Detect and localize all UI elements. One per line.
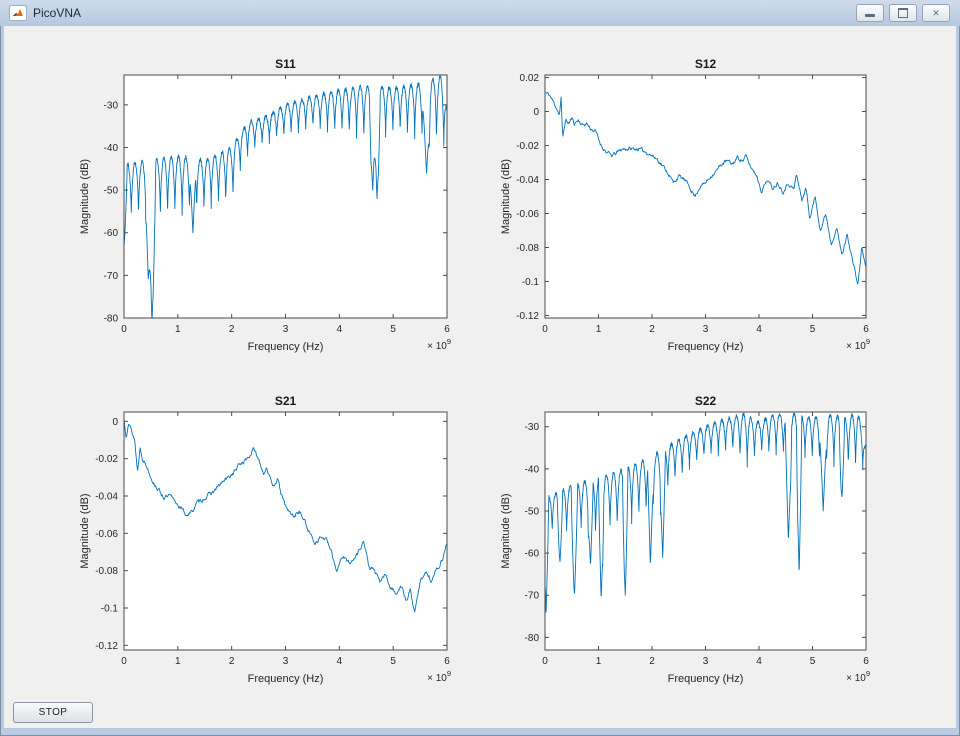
svg-text:5: 5 [390, 324, 396, 335]
subplot-s22: 0 1 2 3 4 5 6 -80 -70 -60 -50 -40 -30 S22 Frequency (H… [480, 388, 880, 712]
svg-text:-0.04: -0.04 [95, 492, 118, 503]
svg-text:-70: -70 [525, 591, 540, 602]
svg-text:-0.1: -0.1 [522, 277, 540, 288]
svg-text:Magnitude (dB): Magnitude (dB) [500, 493, 512, 568]
close-button[interactable]: ✕ [922, 4, 950, 22]
minimize-icon [865, 14, 875, 17]
svg-text:× 109: × 109 [427, 669, 451, 684]
svg-text:1: 1 [175, 324, 181, 335]
svg-text:-50: -50 [104, 186, 119, 197]
svg-text:× 109: × 109 [846, 669, 870, 684]
svg-text:-0.06: -0.06 [95, 529, 118, 540]
svg-text:6: 6 [863, 656, 869, 667]
close-icon: ✕ [932, 7, 940, 18]
titlebar: PicoVNA ✕ [0, 0, 960, 26]
svg-text:-0.12: -0.12 [516, 311, 539, 322]
svg-text:4: 4 [337, 656, 343, 667]
svg-text:-0.02: -0.02 [95, 454, 118, 465]
svg-text:Magnitude (dB): Magnitude (dB) [79, 159, 91, 234]
chart-s11: 0 1 2 3 4 5 6 -80 -70 -60 -50 -40 -30 S11 Frequency (H… [79, 57, 451, 353]
svg-text:5: 5 [810, 324, 816, 335]
subplot-s11: 0 1 2 3 4 5 6 -80 -70 -60 -50 -40 -30 S11 Frequency (H… [59, 51, 461, 380]
svg-text:5: 5 [810, 656, 816, 667]
svg-text:5: 5 [390, 656, 396, 667]
svg-text:-80: -80 [525, 633, 540, 644]
svg-text:-60: -60 [525, 549, 540, 560]
svg-text:Magnitude (dB): Magnitude (dB) [79, 493, 91, 568]
chart-s21: 0 1 2 3 4 5 6 0 -0.02 -0.04 -0.06 -0.08 -0.1 -0.12 S21… [79, 394, 451, 685]
svg-text:2: 2 [649, 324, 655, 335]
trace-s21 [124, 419, 447, 613]
svg-text:× 109: × 109 [427, 337, 451, 352]
svg-text:2: 2 [649, 656, 655, 667]
subplot-s21: 0 1 2 3 4 5 6 0 -0.02 -0.04 -0.06 -0.08 -0.1 -0.12 S21… [59, 388, 461, 712]
svg-text:-60: -60 [104, 228, 119, 239]
svg-text:Frequency (Hz): Frequency (Hz) [668, 673, 744, 685]
svg-text:Magnitude (dB): Magnitude (dB) [500, 159, 512, 234]
svg-text:-0.08: -0.08 [516, 243, 539, 254]
svg-text:S12: S12 [695, 57, 717, 71]
chart-s22: 0 1 2 3 4 5 6 -80 -70 -60 -50 -40 -30 S22 Frequency (H… [500, 394, 870, 685]
svg-text:2: 2 [229, 324, 235, 335]
restore-button[interactable] [889, 4, 917, 22]
svg-text:-50: -50 [525, 506, 540, 517]
window-controls: ✕ [856, 4, 950, 22]
svg-text:Frequency (Hz): Frequency (Hz) [248, 673, 324, 685]
svg-text:Frequency (Hz): Frequency (Hz) [248, 341, 324, 353]
svg-text:-0.08: -0.08 [95, 566, 118, 577]
chart-s12: 0 1 2 3 4 5 6 0.02 0 -0.02 -0.04 -0.06 -0.08 -0.1 -0.1… [500, 57, 870, 353]
stop-button[interactable]: STOP [13, 702, 93, 723]
figure-area: 0 1 2 3 4 5 6 -80 -70 -60 -50 -40 -30 S11 Frequency (H… [4, 26, 956, 728]
svg-text:-0.02: -0.02 [516, 141, 539, 152]
svg-text:4: 4 [337, 324, 343, 335]
window-title: PicoVNA [33, 6, 82, 20]
svg-text:3: 3 [283, 656, 289, 667]
svg-text:0: 0 [542, 324, 548, 335]
svg-text:3: 3 [283, 324, 289, 335]
svg-text:-40: -40 [104, 143, 119, 154]
svg-text:2: 2 [229, 656, 235, 667]
svg-text:0: 0 [121, 656, 127, 667]
svg-text:S21: S21 [275, 394, 297, 408]
svg-text:3: 3 [703, 324, 709, 335]
svg-text:6: 6 [863, 324, 869, 335]
svg-text:0: 0 [542, 656, 548, 667]
svg-text:4: 4 [756, 324, 762, 335]
svg-text:0: 0 [121, 324, 127, 335]
svg-text:-0.04: -0.04 [516, 175, 539, 186]
svg-text:-30: -30 [525, 422, 540, 433]
svg-text:0: 0 [533, 107, 539, 118]
matlab-logo-icon [13, 9, 23, 16]
svg-text:-0.06: -0.06 [516, 209, 539, 220]
restore-icon [898, 8, 908, 18]
svg-text:-0.1: -0.1 [101, 604, 119, 615]
svg-text:× 109: × 109 [846, 337, 870, 352]
subplot-s12: 0 1 2 3 4 5 6 0.02 0 -0.02 -0.04 -0.06 -0.08 -0.1 -0.1… [480, 51, 880, 380]
trace-s11 [124, 75, 447, 318]
minimize-button[interactable] [856, 4, 884, 22]
svg-text:4: 4 [756, 656, 762, 667]
svg-text:-70: -70 [104, 271, 119, 282]
trace-s22 [545, 412, 866, 613]
svg-text:6: 6 [444, 656, 450, 667]
svg-text:1: 1 [175, 656, 181, 667]
svg-text:-30: -30 [104, 100, 119, 111]
svg-text:-0.12: -0.12 [95, 641, 118, 652]
svg-text:1: 1 [596, 656, 602, 667]
svg-text:Frequency (Hz): Frequency (Hz) [668, 341, 744, 353]
svg-text:3: 3 [703, 656, 709, 667]
svg-text:-40: -40 [525, 464, 540, 475]
svg-text:1: 1 [596, 324, 602, 335]
svg-text:0: 0 [112, 417, 118, 428]
matlab-app-icon [9, 5, 27, 21]
svg-text:-80: -80 [104, 314, 119, 325]
svg-text:0.02: 0.02 [520, 73, 540, 84]
svg-text:S11: S11 [275, 57, 296, 71]
svg-text:6: 6 [444, 324, 450, 335]
svg-text:S22: S22 [695, 394, 717, 408]
trace-s12 [545, 91, 866, 285]
